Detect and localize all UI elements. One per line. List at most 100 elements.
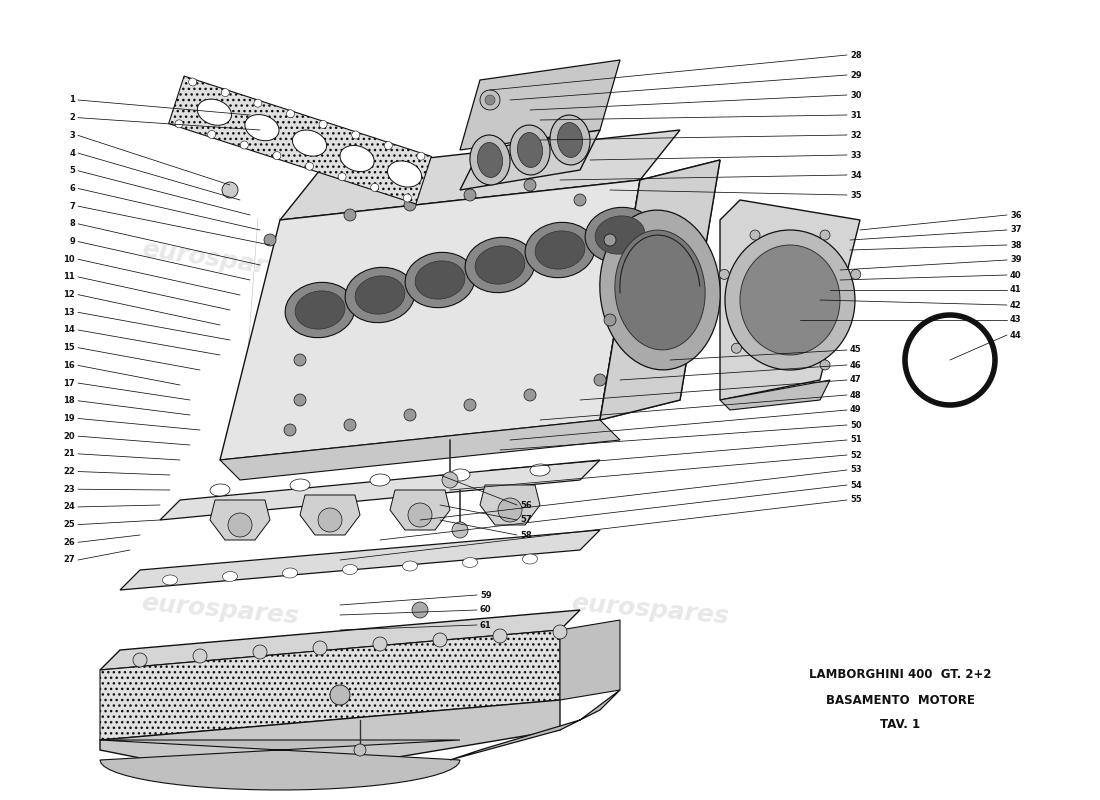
Ellipse shape — [405, 252, 475, 308]
Ellipse shape — [450, 469, 470, 481]
Circle shape — [344, 419, 356, 431]
Text: 29: 29 — [850, 70, 861, 79]
Polygon shape — [720, 200, 860, 400]
Ellipse shape — [210, 484, 230, 496]
Text: 54: 54 — [850, 481, 861, 490]
Polygon shape — [100, 630, 560, 740]
Circle shape — [452, 522, 468, 538]
Circle shape — [404, 199, 416, 211]
Ellipse shape — [595, 216, 645, 254]
Circle shape — [352, 131, 360, 139]
Text: 34: 34 — [850, 170, 861, 179]
Ellipse shape — [222, 571, 238, 582]
Circle shape — [732, 343, 741, 354]
Text: 9: 9 — [69, 237, 75, 246]
Text: 18: 18 — [64, 396, 75, 406]
Text: 24: 24 — [64, 502, 75, 511]
Circle shape — [133, 653, 147, 667]
Text: 25: 25 — [64, 520, 75, 529]
Text: 40: 40 — [1010, 270, 1022, 279]
Text: 13: 13 — [64, 308, 75, 317]
Text: 37: 37 — [1010, 226, 1022, 234]
Circle shape — [306, 162, 313, 170]
Circle shape — [384, 142, 393, 150]
Text: 33: 33 — [850, 150, 861, 159]
Ellipse shape — [295, 291, 345, 329]
Ellipse shape — [550, 115, 590, 165]
Text: 11: 11 — [64, 273, 75, 282]
Ellipse shape — [522, 554, 538, 564]
Circle shape — [442, 472, 458, 488]
Polygon shape — [560, 620, 620, 700]
Circle shape — [719, 270, 729, 279]
Polygon shape — [460, 130, 600, 190]
Text: 7: 7 — [69, 202, 75, 210]
Polygon shape — [600, 160, 720, 420]
Circle shape — [314, 641, 327, 655]
Text: 57: 57 — [520, 515, 531, 525]
Circle shape — [371, 183, 378, 191]
Circle shape — [253, 645, 267, 659]
Circle shape — [192, 649, 207, 663]
Circle shape — [319, 120, 327, 128]
Polygon shape — [160, 460, 600, 520]
Ellipse shape — [558, 122, 583, 158]
Text: 16: 16 — [64, 361, 75, 370]
Circle shape — [373, 637, 387, 651]
Circle shape — [594, 374, 606, 386]
Circle shape — [273, 152, 280, 160]
Text: 3: 3 — [69, 131, 75, 140]
Circle shape — [330, 685, 350, 705]
Polygon shape — [280, 130, 680, 220]
Polygon shape — [220, 420, 620, 480]
Text: 58: 58 — [520, 530, 531, 539]
Polygon shape — [100, 700, 560, 770]
Text: 46: 46 — [850, 361, 861, 370]
Ellipse shape — [477, 142, 503, 178]
Text: 50: 50 — [850, 421, 861, 430]
Circle shape — [604, 314, 616, 326]
Text: 38: 38 — [1010, 241, 1022, 250]
Text: LAMBORGHINI 400  GT. 2+2: LAMBORGHINI 400 GT. 2+2 — [808, 669, 991, 682]
Text: TAV. 1: TAV. 1 — [880, 718, 920, 731]
Text: 8: 8 — [69, 219, 75, 228]
Ellipse shape — [725, 230, 855, 370]
Circle shape — [464, 189, 476, 201]
Circle shape — [318, 508, 342, 532]
Ellipse shape — [345, 267, 415, 322]
Text: eurospares: eurospares — [570, 591, 729, 629]
Circle shape — [338, 173, 346, 181]
Text: 30: 30 — [850, 90, 861, 99]
Text: 55: 55 — [850, 495, 861, 505]
Ellipse shape — [370, 474, 390, 486]
Ellipse shape — [415, 261, 465, 299]
Text: 10: 10 — [64, 254, 75, 264]
Text: 31: 31 — [850, 110, 861, 119]
Circle shape — [524, 389, 536, 401]
Circle shape — [485, 95, 495, 105]
Text: 19: 19 — [64, 414, 75, 423]
Text: 12: 12 — [64, 290, 75, 299]
Circle shape — [404, 194, 411, 202]
Polygon shape — [720, 380, 830, 410]
Circle shape — [408, 503, 432, 527]
Circle shape — [498, 498, 522, 522]
Ellipse shape — [585, 207, 654, 262]
Ellipse shape — [403, 561, 418, 571]
Polygon shape — [300, 495, 360, 535]
Text: 2: 2 — [69, 113, 75, 122]
Ellipse shape — [740, 245, 840, 355]
Circle shape — [850, 270, 861, 279]
Text: 42: 42 — [1010, 301, 1022, 310]
Circle shape — [264, 234, 276, 246]
Text: 43: 43 — [1010, 315, 1022, 325]
Circle shape — [604, 234, 616, 246]
Text: 26: 26 — [64, 538, 75, 547]
Ellipse shape — [285, 282, 355, 338]
Text: 28: 28 — [850, 50, 861, 59]
Ellipse shape — [525, 222, 595, 278]
Text: 41: 41 — [1010, 286, 1022, 294]
Circle shape — [553, 625, 566, 639]
Ellipse shape — [510, 125, 550, 175]
Polygon shape — [120, 530, 600, 590]
